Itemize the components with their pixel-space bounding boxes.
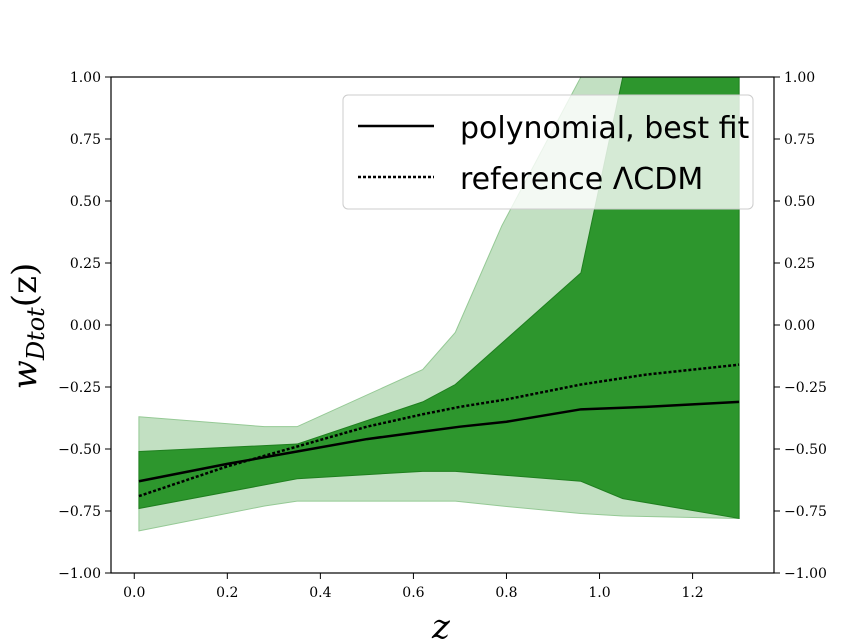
x-tick-label: 0.8	[495, 585, 517, 601]
y-tick-label-left: −0.25	[58, 380, 101, 396]
legend-label-lcdm: reference ΛCDM	[460, 162, 703, 197]
y-tick-label-right: 0.50	[784, 194, 815, 210]
y-tick-label-right: 0.00	[784, 318, 815, 334]
x-tick-label: 0.0	[123, 585, 145, 601]
y-tick-label-right: 1.00	[784, 70, 815, 86]
x-tick-label: 1.0	[588, 585, 610, 601]
y-tick-label-left: −0.50	[58, 442, 101, 458]
y-axis-label-suffix: (z)	[5, 263, 45, 307]
x-tick-label: 0.4	[309, 585, 331, 601]
series-lines	[138, 363, 740, 498]
y-tick-label-left: 0.50	[70, 194, 101, 210]
y-axis-label-sub: Dtot	[22, 307, 50, 361]
y-tick-label-left: −1.00	[58, 566, 101, 582]
y-tick-label-left: 0.75	[70, 132, 101, 148]
y-tick-label-right: 0.25	[784, 256, 815, 272]
y-tick-label-right: −1.00	[784, 566, 827, 582]
y-tick-label-right: −0.75	[784, 504, 827, 520]
series-line-best-fit	[138, 400, 740, 483]
y-axis-label: wDtot(z)	[5, 263, 50, 390]
y-tick-label-left: 0.25	[70, 256, 101, 272]
x-tick-label: 1.2	[681, 585, 703, 601]
x-tick-label: 0.2	[216, 585, 238, 601]
y-tick-label-left: −0.75	[58, 504, 101, 520]
y-tick-label-left: 0.00	[70, 318, 101, 334]
y-tick-label-left: 1.00	[70, 70, 101, 86]
legend: polynomial, best fit reference ΛCDM	[342, 94, 754, 210]
axis-ticks: 0.0 0.2 0.4 0.6 0.8 1.0 1.2 −1.00 −1.00 −0.75 −0.7…	[58, 70, 827, 601]
y-tick-label-right: −0.25	[784, 380, 827, 396]
legend-box	[342, 94, 754, 210]
x-axis-label: z	[431, 607, 451, 644]
legend-label-best-fit: polynomial, best fit	[460, 111, 750, 146]
y-tick-label-right: −0.50	[784, 442, 827, 458]
y-tick-label-right: 0.75	[784, 132, 815, 148]
y-axis-label-main: w	[5, 360, 45, 389]
x-tick-label: 0.6	[402, 585, 424, 601]
